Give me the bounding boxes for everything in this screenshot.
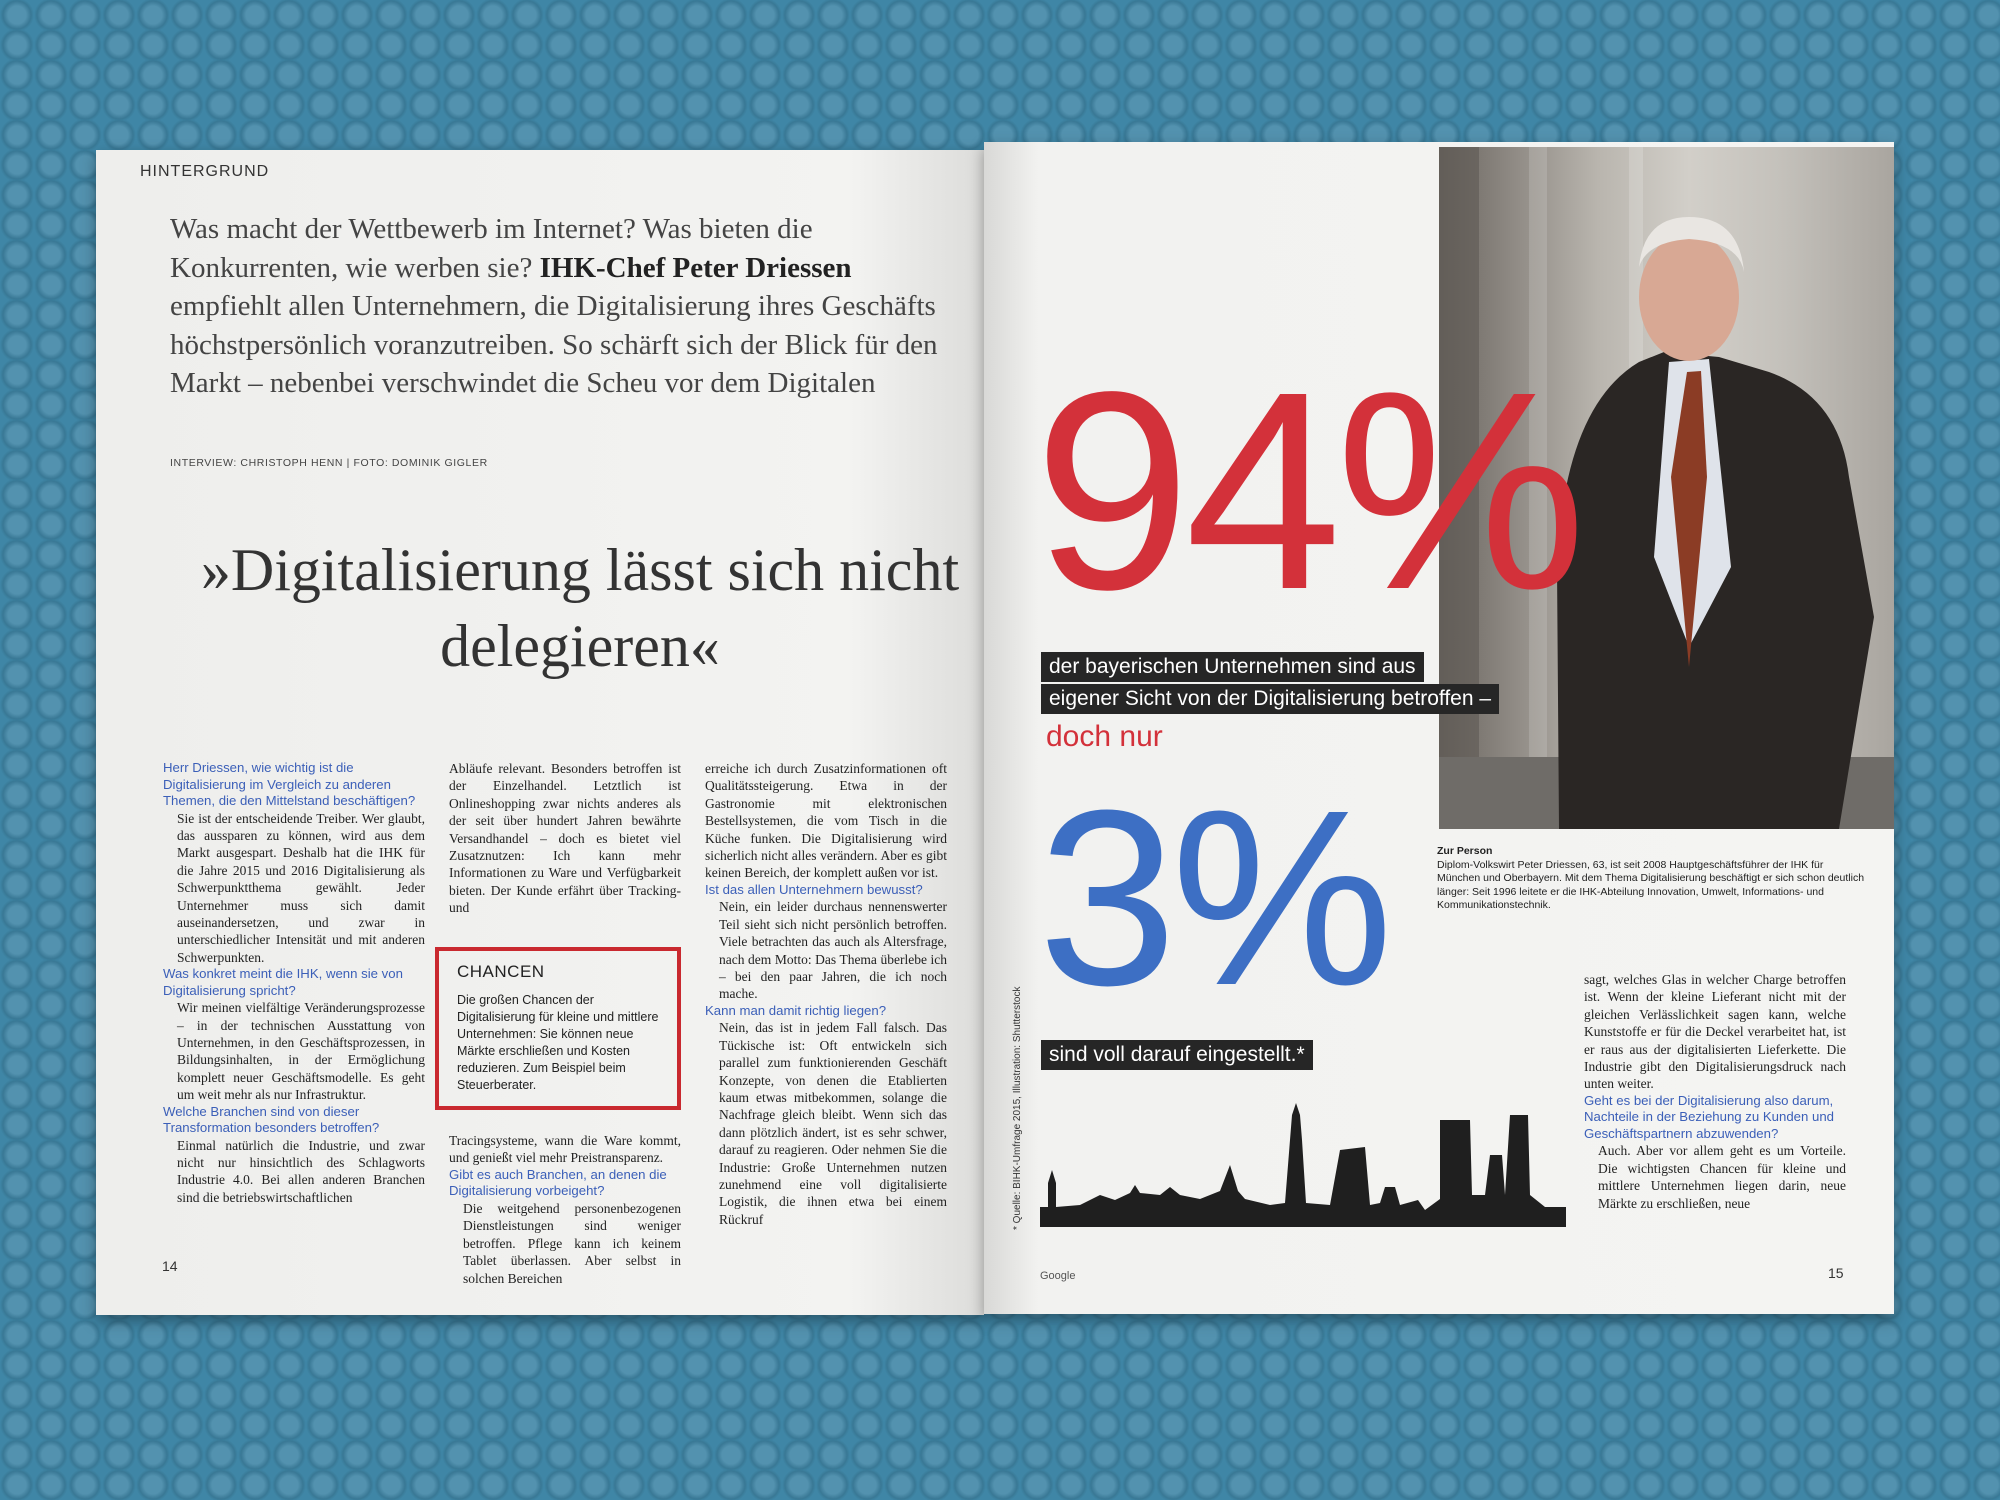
box-text: Die großen Chancen der Digitalisierung f… bbox=[457, 993, 659, 1093]
intro-text: Was macht der Wettbewerb im Internet? Wa… bbox=[170, 210, 950, 403]
article-column-2: Abläufe relevant. Besonders betroffen is… bbox=[435, 760, 681, 1287]
stat1-label-line: eigener Sicht von der Digitalisierung be… bbox=[1041, 684, 1500, 714]
person-text: Diplom-Volkswirt Peter Driessen, 63, ist… bbox=[1437, 858, 1865, 912]
question: Geht es bei der Digitalisierung also dar… bbox=[1584, 1092, 1835, 1141]
stat2-label-line: sind voll darauf eingestellt.* bbox=[1041, 1040, 1313, 1070]
left-page bbox=[96, 150, 984, 1315]
page-number-left: 14 bbox=[162, 1258, 178, 1274]
question: Welche Branchen sind von dieser Transfor… bbox=[163, 1103, 380, 1136]
chancen-box: CHANCEN Die großen Chancen der Digitalis… bbox=[435, 946, 681, 1111]
article-column-3: erreiche ich durch Zusatzinformationen o… bbox=[705, 760, 947, 1228]
answer: Nein, ein leider durchaus nennenswerter … bbox=[719, 899, 947, 1002]
page-number-right: 15 bbox=[1828, 1265, 1844, 1281]
question: Herr Driessen, wie wichtig ist die Digit… bbox=[163, 760, 416, 808]
intro-bold: IHK-Chef Peter Driessen bbox=[539, 251, 852, 284]
article-column-1: Herr Driessen, wie wichtig ist die Digit… bbox=[163, 760, 425, 1206]
intro-part: Was macht der Wettbewerb im Internet? Wa… bbox=[170, 213, 813, 284]
credits: INTERVIEW: CHRISTOPH HENN | FOTO: DOMINI… bbox=[170, 457, 488, 469]
question: Ist das allen Unternehmern bewusst? bbox=[705, 881, 923, 897]
source-note: * Quelle: BIHK-Umfrage 2015, Illustratio… bbox=[1012, 986, 1023, 1230]
question: Kann man damit richtig liegen? bbox=[705, 1002, 887, 1018]
answer: Die weitgehend personenbezogenen Dienstl… bbox=[463, 1200, 681, 1286]
question: Was konkret meint die IHK, wenn sie von … bbox=[163, 966, 403, 998]
section-label: HINTERGRUND bbox=[140, 163, 270, 180]
stat-94-percent: 94% bbox=[1034, 333, 1586, 648]
question: Gibt es auch Branchen, an denen die Digi… bbox=[449, 1166, 667, 1199]
answer: sagt, welches Glas in welcher Charge bet… bbox=[1584, 972, 1846, 1092]
answer: Tracingsysteme, wann die Ware kommt, und… bbox=[449, 1133, 681, 1166]
stat1-label-line: der bayerischen Unternehmen sind aus bbox=[1041, 652, 1424, 682]
answer: Auch. Aber vor allem geht es um Vorteile… bbox=[1598, 1143, 1846, 1211]
answer: Einmal natürlich die Industrie, und zwar… bbox=[177, 1137, 425, 1205]
answer: Abläufe relevant. Besonders betroffen is… bbox=[449, 761, 681, 916]
intro-part: empfiehlt allen Unternehmern, die Digita… bbox=[170, 290, 938, 399]
article-column-4: sagt, welches Glas in welcher Charge bet… bbox=[1584, 971, 1846, 1212]
answer: Wir meinen vielfältige Veränderungsproze… bbox=[177, 1000, 425, 1103]
portrait-photo bbox=[1439, 147, 1894, 829]
answer: Sie ist der entscheidende Treiber. Wer g… bbox=[177, 810, 425, 965]
munich-skyline-icon bbox=[1040, 1103, 1566, 1227]
answer: Nein, das ist in jedem Fall falsch. Das … bbox=[719, 1020, 947, 1227]
box-title: CHANCEN bbox=[457, 961, 545, 981]
person-title: Zur Person bbox=[1437, 845, 1493, 857]
answer: erreiche ich durch Zusatzinformationen o… bbox=[705, 761, 947, 881]
person-box: Zur Person Diplom-Volkswirt Peter Driess… bbox=[1437, 845, 1867, 913]
stat1-label: der bayerischen Unternehmen sind aus eig… bbox=[1041, 652, 1500, 714]
person-silhouette-icon bbox=[1439, 147, 1894, 829]
stat-3-percent: 3% bbox=[1038, 758, 1393, 1037]
connector-text: doch nur bbox=[1046, 720, 1163, 753]
google-label: Google bbox=[1040, 1270, 1076, 1282]
headline: »Digitalisierung lässt sich nicht delegi… bbox=[200, 537, 960, 679]
stat2-label: sind voll darauf eingestellt.* bbox=[1041, 1040, 1313, 1070]
